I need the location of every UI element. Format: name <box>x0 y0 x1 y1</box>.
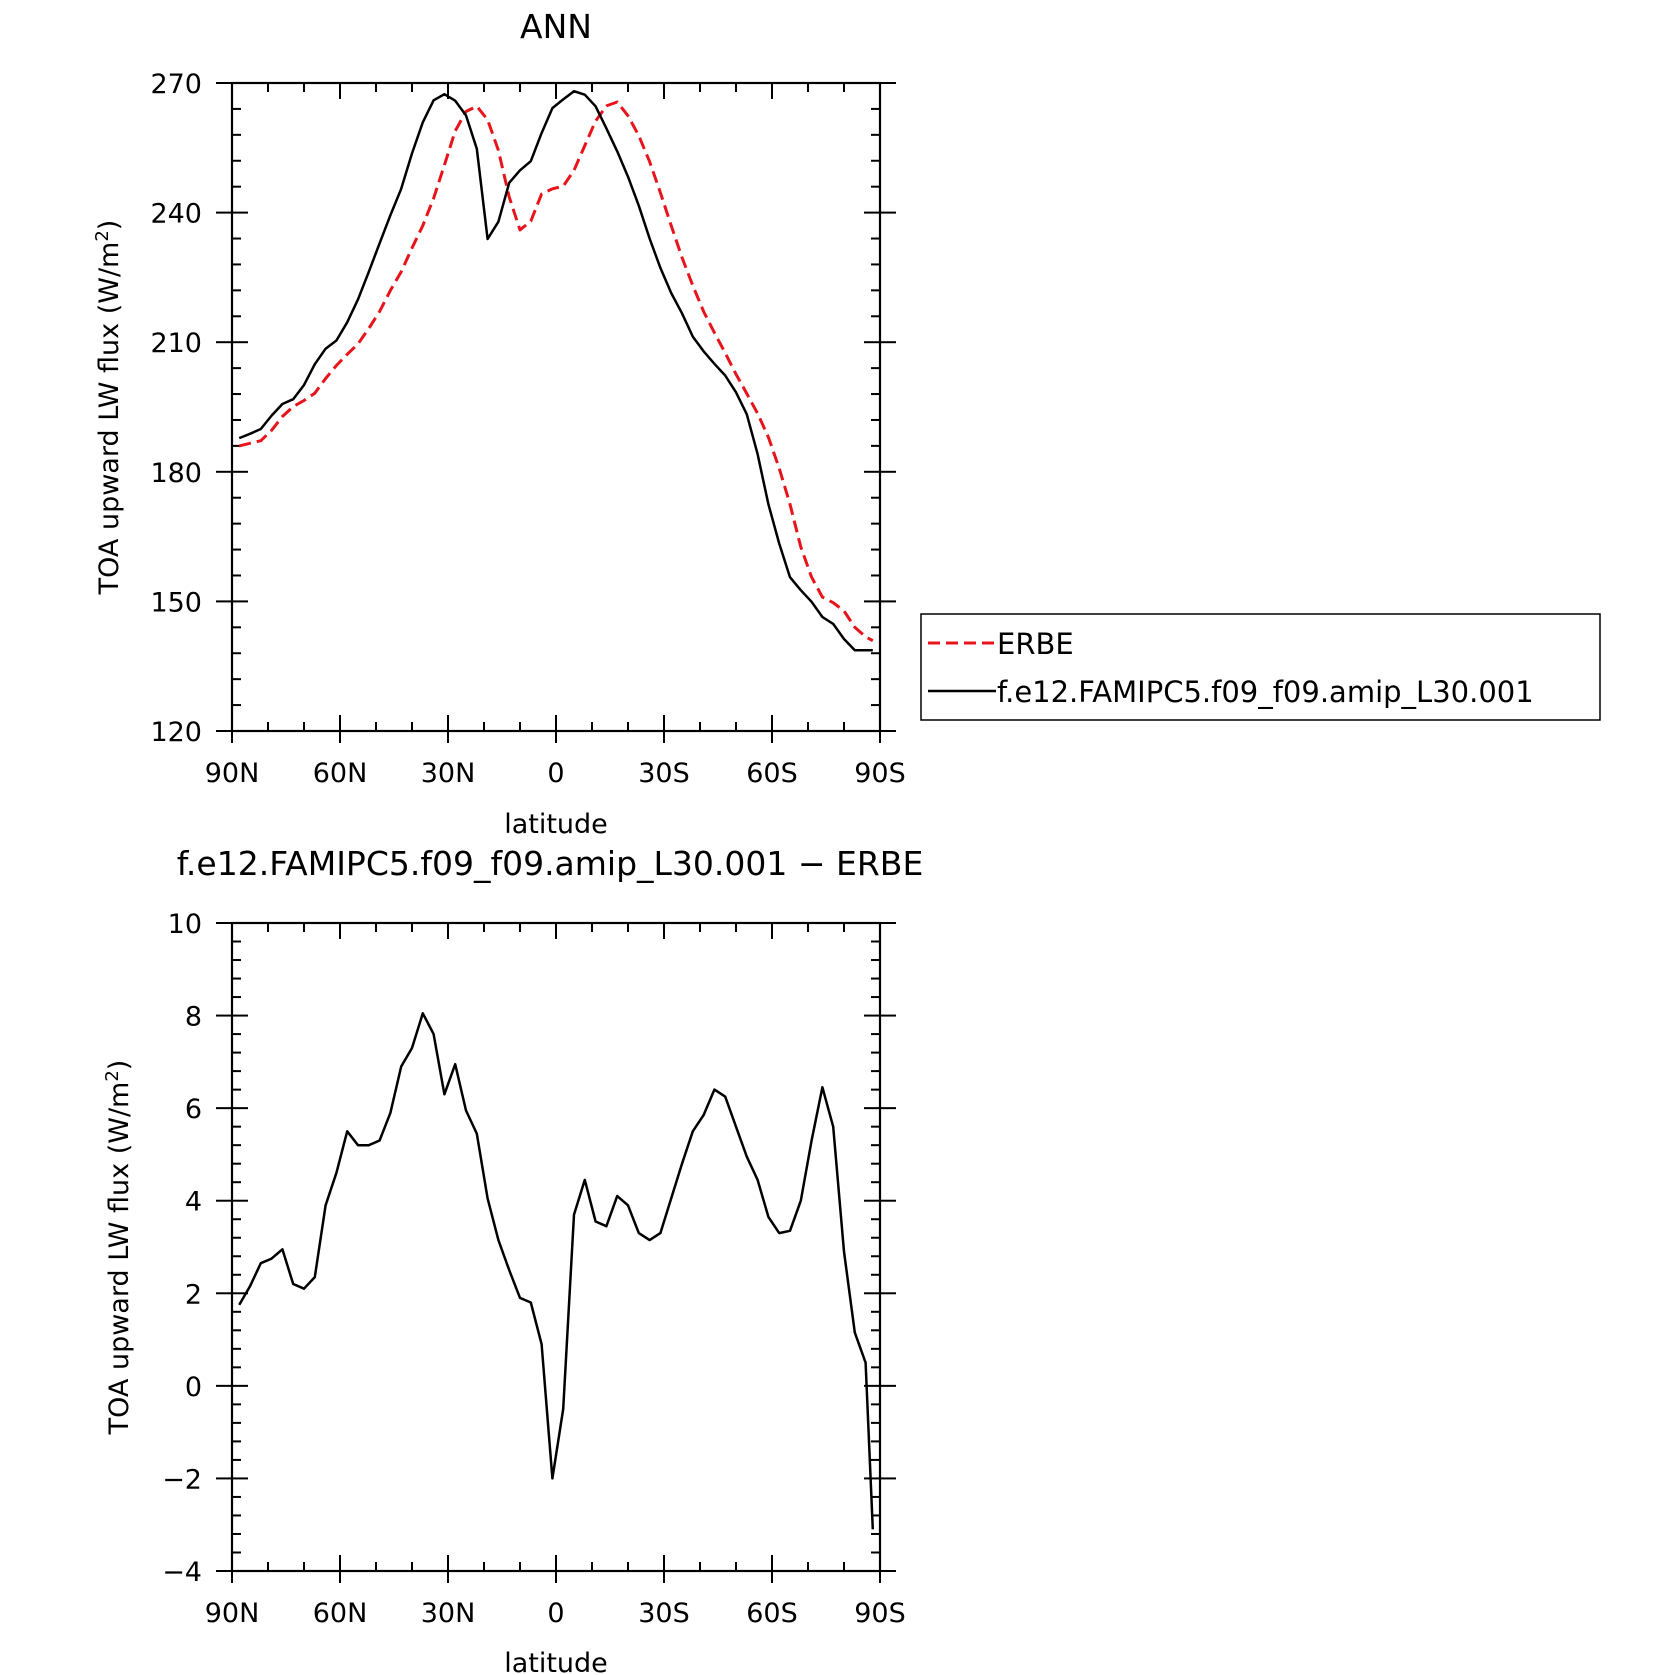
legend-box <box>920 613 1601 721</box>
top-y-tick-label: 270 <box>150 69 202 100</box>
legend: ERBE f.e12.FAMIPC5.f09_f09.amip_L30.001 <box>920 613 1601 721</box>
bottom-x-tick-label: 30S <box>638 1598 690 1629</box>
bottom-y-tick-label: 6 <box>185 1094 202 1125</box>
bottom-y-tick-label: 2 <box>185 1279 202 1310</box>
bottom-chart-plot-area <box>238 1012 875 1530</box>
bottom-y-tick-label: −4 <box>162 1557 202 1588</box>
bottom-chart-xlabel: latitude <box>504 1648 608 1675</box>
bottom-chart-ticks: 90N 60N 30N 0 30S 60S 90S −4 −2 0 2 4 6 8 10 <box>162 909 906 1629</box>
top-chart-ticks: 90N 60N 30N 0 30S 60S 90S 120 150 180 210 240 270 <box>150 69 905 789</box>
top-chart-xlabel: latitude <box>504 809 608 840</box>
top-chart-plot-area <box>238 89 874 652</box>
bottom-x-tick-label: 60S <box>746 1598 798 1629</box>
bottom-x-tick-label: 60N <box>313 1598 368 1629</box>
bottom-chart-title: f.e12.FAMIPC5.f09_f09.amip_L30.001 − ERB… <box>177 844 924 883</box>
bottom-chart-frame <box>230 921 882 1573</box>
top-x-tick-label: 60S <box>746 758 798 789</box>
bottom-y-tick-label: 0 <box>185 1372 202 1403</box>
top-y-tick-label: 150 <box>150 587 202 618</box>
top-x-tick-label: 90N <box>205 758 260 789</box>
legend-label-erbe: ERBE <box>997 627 1074 661</box>
bottom-y-tick-label: 4 <box>185 1187 202 1218</box>
top-x-tick-label: 60N <box>313 758 368 789</box>
top-y-tick-label: 210 <box>150 328 202 359</box>
bottom-x-tick-label: 90S <box>854 1598 906 1629</box>
top-line-chart: ANN 90N 60N 30N 0 30S 60S 90S 120 150 180 210 240 27… <box>92 7 1601 840</box>
bottom-y-tick-label: 10 <box>168 909 202 940</box>
top-series-line-f-e12-famipc5-f09-f09-amip-l30-001 <box>238 89 873 652</box>
bottom-x-tick-label: 30N <box>421 1598 476 1629</box>
bottom-x-tick-label: 90N <box>205 1598 260 1629</box>
top-y-tick-label: 180 <box>150 458 202 489</box>
bottom-chart-ylabel: TOA upward LW flux (W/m2) <box>102 1060 135 1436</box>
bottom-y-tick-label: 8 <box>185 1002 202 1033</box>
top-chart-ylabel: TOA upward LW flux (W/m2) <box>92 220 125 596</box>
top-y-tick-label: 240 <box>150 199 202 230</box>
top-x-tick-label: 0 <box>547 758 564 789</box>
bottom-y-tick-label: −2 <box>162 1464 202 1495</box>
bottom-line-chart: f.e12.FAMIPC5.f09_f09.amip_L30.001 − ERB… <box>102 844 923 1675</box>
top-x-tick-label: 30N <box>421 758 476 789</box>
bottom-series-line-0 <box>238 1012 875 1530</box>
top-y-tick-label: 120 <box>150 717 202 748</box>
bottom-x-tick-label: 0 <box>547 1598 564 1629</box>
top-chart-title: ANN <box>520 7 592 46</box>
legend-label-model: f.e12.FAMIPC5.f09_f09.amip_L30.001 <box>997 675 1534 709</box>
top-x-tick-label: 90S <box>854 758 906 789</box>
top-x-tick-label: 30S <box>638 758 690 789</box>
top-series-line-erbe <box>238 100 874 643</box>
top-chart-frame <box>230 81 882 733</box>
